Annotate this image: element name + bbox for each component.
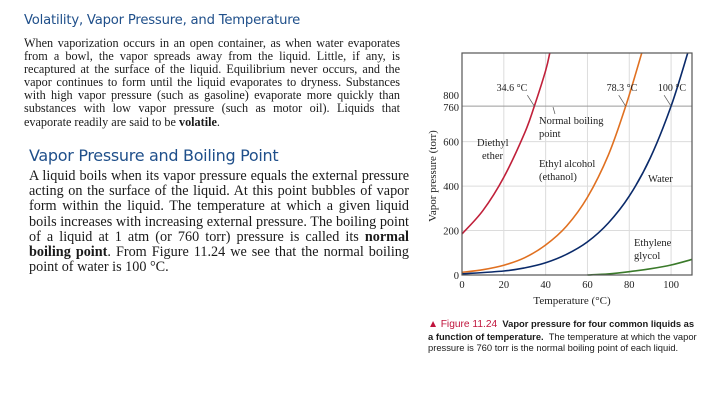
x-axis-title: Temperature (°C): [533, 295, 611, 307]
boiling-temp-annotation: 78.3 °C: [607, 83, 638, 94]
y-tick-label: 760: [443, 103, 459, 114]
nbp-label: Normal boiling: [539, 116, 604, 127]
x-tick-label: 40: [540, 280, 551, 291]
chart-curves: [461, 52, 693, 276]
water-label: Water: [648, 174, 673, 185]
glycol-label: Ethylene: [634, 238, 672, 249]
x-tick-label: 20: [499, 280, 510, 291]
plot-frame: [461, 52, 693, 276]
term-volatile: volatile: [178, 114, 217, 129]
boiling-point-paragraph: A liquid boils when its vapor pressure e…: [29, 168, 409, 276]
ethanol-label: Ethyl alcohol: [539, 159, 595, 170]
boiling-temp-annotation: 100 °C: [658, 83, 686, 94]
y-tick-label: 600: [443, 138, 459, 149]
paragraph-text: A liquid boils when its vapor pressure e…: [29, 168, 409, 245]
paragraph-text: .: [216, 114, 220, 129]
ethanol-label: (ethanol): [539, 172, 577, 183]
x-tick-label: 60: [582, 280, 593, 291]
chart-labels: 34.6 °C 78.3 °C 100 °C Normal boiling point D…: [477, 83, 686, 262]
x-tick-label: 0: [459, 280, 464, 291]
annotation-leader: [527, 94, 535, 107]
nbp-label: point: [539, 129, 561, 140]
term-normal-boiling-point: normal boiling point: [29, 228, 409, 261]
y-tick-label: 0: [454, 271, 459, 282]
boiling-temp-annotation: 34.6 °C: [497, 83, 528, 94]
annotation-leader: [552, 106, 556, 115]
y-axis-title: Vapor pressure (torr): [427, 130, 439, 222]
x-tick-label: 80: [624, 280, 635, 291]
y-tick-label: 200: [443, 227, 459, 238]
series-line: [461, 52, 643, 274]
series-line: [461, 52, 689, 275]
section-heading-boiling-point: Vapor Pressure and Boiling Point: [29, 146, 279, 165]
series-line: [587, 258, 693, 276]
annotation-leader: [618, 94, 627, 107]
glycol-label: glycol: [634, 251, 660, 262]
x-tick-label: 100: [663, 280, 679, 291]
figure-caption: ▲ Figure 11.24 Vapor pressure for four c…: [428, 318, 698, 354]
ether-label: Diethyl: [477, 138, 509, 149]
series-line: [461, 52, 551, 235]
triangle-icon: ▲: [428, 319, 439, 330]
paragraph-text: When vaporization occurs in an open cont…: [24, 37, 400, 129]
chart-grid: [462, 53, 692, 275]
figure-title: Vapor pressure for four common liquids a…: [428, 318, 695, 342]
ether-label: ether: [482, 151, 503, 162]
annotation-leader: [663, 94, 672, 107]
figure-text: The temperature at which the vapor press…: [428, 330, 697, 354]
y-tick-label: 400: [443, 182, 459, 193]
y-tick-label: 800: [443, 91, 459, 102]
paragraph-text: . From Figure 11.24 we see that the norm…: [29, 244, 409, 276]
section-heading-volatility: Volatility, Vapor Pressure, and Temperat…: [24, 13, 301, 28]
volatility-paragraph: When vaporization occurs in an open cont…: [24, 37, 400, 129]
figure-number: Figure 11.24: [440, 319, 498, 330]
